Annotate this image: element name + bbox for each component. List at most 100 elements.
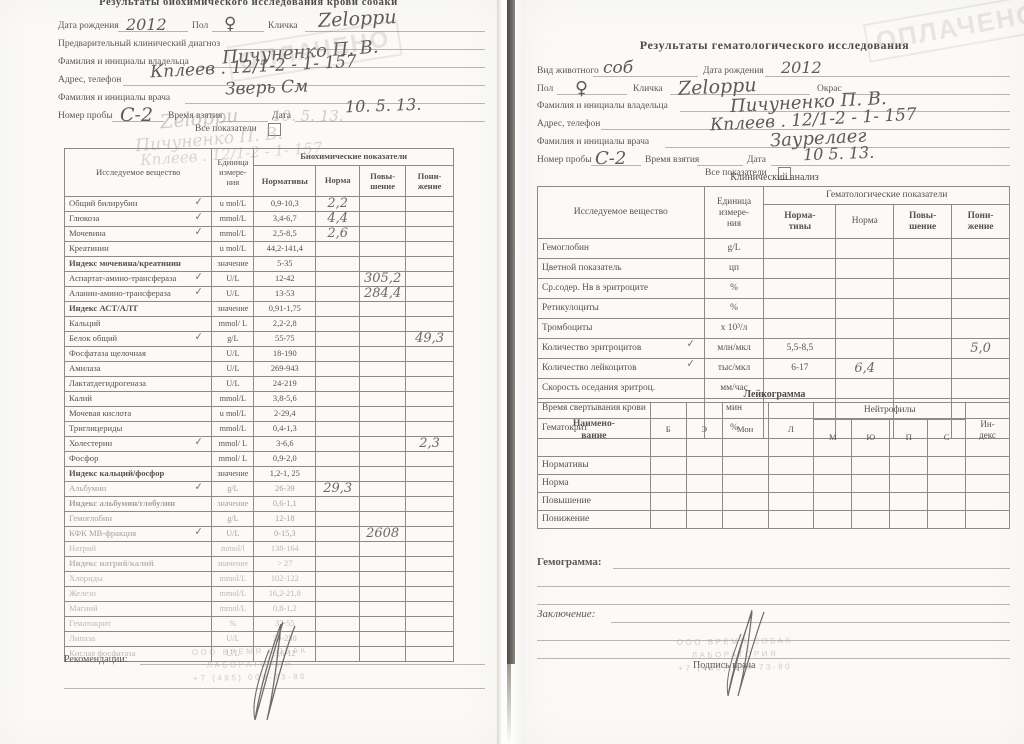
row-norm-value — [315, 436, 361, 452]
field-rule-time-r — [697, 165, 743, 166]
row-substance: Амилаза — [63, 361, 213, 377]
row-norm-value — [315, 331, 361, 347]
left-title: Результаты биохимического исследования к… — [99, 0, 398, 8]
th-unit: Едини­ца измере-ния — [211, 148, 255, 197]
table-row: Индекс мочевина/креатинин значение 5-35 — [63, 256, 454, 272]
row-high-value — [359, 391, 407, 407]
row-norms: 0,9-10,3 — [253, 196, 317, 212]
row-norm-value — [315, 496, 361, 512]
row-norms: 55-75 — [253, 331, 317, 347]
th-leuko-m: М — [813, 419, 853, 457]
leukogram-row-label: Нормативы — [537, 456, 651, 475]
row-unit: значение — [211, 466, 255, 482]
leukogram-cell — [889, 510, 929, 529]
handwriting-sex-r: ♀ — [575, 78, 589, 99]
th-norm: Норма — [315, 165, 361, 197]
row-norms: 6-17 — [763, 358, 837, 379]
row-unit: U/L — [211, 646, 255, 662]
leukogram-cell — [767, 456, 815, 475]
handwritten-value: 2,3 — [419, 436, 440, 452]
row-high-value — [359, 646, 407, 662]
row-high-value — [359, 361, 407, 377]
row-low-value — [405, 346, 454, 362]
handwritten-value: 29,3 — [323, 481, 353, 497]
row-low-value — [405, 406, 454, 422]
row-unit: mmol/L — [211, 226, 255, 242]
table-row: Цветной показатель цп — [537, 258, 1010, 279]
th-high: Повы-шение — [359, 165, 407, 197]
right-page: Результаты гематологического исследовани… — [525, 0, 1024, 744]
row-substance: Натрий — [63, 541, 213, 557]
field-label-doctor: Фамилия и инициалы врача — [58, 93, 171, 103]
row-substance: Холестерин ✓ — [63, 435, 213, 452]
row-high-value — [359, 406, 407, 422]
row-norms: 1,2-1, 25 — [253, 466, 317, 482]
leukogram-cell — [767, 474, 815, 493]
row-low-value — [405, 196, 454, 212]
row-norm-value — [315, 451, 361, 467]
row-norms: > 27 — [253, 556, 317, 572]
row-norms: 102-122 — [253, 571, 317, 587]
row-norm-value — [315, 526, 361, 542]
row-low-value — [405, 301, 454, 317]
checkmark-icon: ✓ — [194, 480, 203, 493]
conclusion-rule-1 — [611, 622, 1010, 623]
leukogram-cell — [927, 474, 967, 493]
row-norms: 0-15,3 — [253, 526, 317, 542]
row-low-value — [405, 601, 454, 617]
row-high-value — [359, 571, 407, 587]
th-norms-r: Норма-тивы — [763, 204, 837, 239]
row-high-value: 305,2 — [359, 271, 407, 287]
biochemistry-table: Исследуемое вещество Едини­ца измере-ния … — [63, 148, 454, 662]
row-high-value — [359, 421, 407, 437]
row-high-value — [893, 258, 953, 279]
th-leuko-b: Б — [649, 402, 687, 457]
row-unit: u mol/L — [211, 406, 255, 422]
handwritten-value: 2,6 — [327, 226, 349, 242]
row-norms — [763, 318, 837, 339]
row-substance: Гемоглобин — [63, 511, 213, 527]
row-unit: % — [703, 298, 765, 319]
row-high-value — [893, 238, 953, 259]
row-high-value — [359, 616, 407, 632]
row-unit: mmol/L — [211, 421, 255, 437]
checkmark-icon: ✓ — [194, 435, 203, 448]
row-norms: 12-42 — [253, 271, 317, 287]
all-indicators-checkbox-r[interactable] — [778, 167, 791, 180]
leukogram-row: Понижение — [537, 510, 1010, 529]
field-label-birthdate: Дата рождения — [58, 21, 119, 31]
row-norm-value — [315, 556, 361, 572]
row-low-value — [405, 511, 454, 527]
leukogram-cell — [889, 492, 929, 511]
row-low-value — [405, 571, 454, 587]
th-norms: Нормативы — [253, 165, 317, 197]
row-unit: mmol/L — [211, 586, 255, 602]
row-substance: Кислая фосфатаза — [63, 646, 213, 662]
row-unit: mmol/L — [211, 211, 255, 227]
th-group-hema: Гематологические показатели — [763, 186, 1010, 205]
row-substance: Тромбоциты — [537, 318, 705, 339]
hemogram-rule-1 — [613, 568, 1010, 569]
th-leuko-mon: Мон — [721, 402, 769, 457]
th-norm-r: Норма — [835, 204, 895, 239]
leukogram-row-label: Норма — [537, 474, 651, 493]
row-norm-value: 6,4 — [835, 358, 895, 379]
gutter-shadow — [507, 0, 515, 664]
row-norms: 26-39 — [253, 481, 317, 497]
field-rule-time — [220, 121, 268, 122]
row-high-value — [359, 331, 407, 347]
field-label-sex: Пол — [192, 21, 209, 31]
row-low-value — [405, 361, 454, 377]
row-low-value — [405, 211, 454, 227]
row-high-value — [359, 496, 407, 512]
field-label-address-r: Адрес, телефон — [537, 119, 601, 129]
hemogram-label: Гемограмма: — [537, 556, 602, 568]
all-indicators-checkbox[interactable] — [268, 123, 281, 136]
row-substance: Альбумин ✓ — [63, 480, 213, 497]
table-row: Мочевая кислота u mol/L 2-29,4 — [63, 406, 454, 422]
row-norms — [763, 238, 837, 259]
leukogram-cell — [927, 456, 967, 475]
leukogram-title: Лейкограмма — [743, 389, 806, 400]
clinical-analysis-title: Клинический анализ — [730, 172, 819, 183]
row-norm-value — [315, 406, 361, 422]
